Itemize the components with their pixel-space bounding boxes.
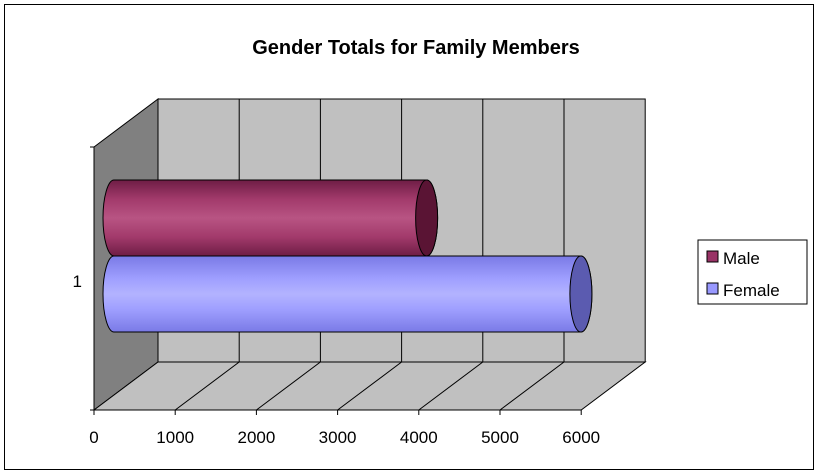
- x-tick-label: 3000: [319, 428, 357, 447]
- x-tick-label: 4000: [400, 428, 438, 447]
- category-label: 1: [73, 272, 82, 291]
- gridline-floor: [174, 361, 240, 411]
- x-axis-ticks: 0 1000 2000 3000 4000 5000 6000: [89, 410, 600, 447]
- legend: Male Female: [697, 239, 808, 305]
- chart-bars: [102, 179, 593, 333]
- legend-label-female: Female: [723, 281, 780, 300]
- gridline-floor: [418, 361, 484, 411]
- bar-end-cap: [569, 255, 593, 333]
- gridline-floor: [499, 361, 565, 411]
- x-tick-label: 5000: [481, 428, 519, 447]
- bar-male: [102, 179, 439, 257]
- x-tick-label: 2000: [237, 428, 275, 447]
- gridline-floor: [337, 361, 402, 411]
- bar-body: [102, 255, 593, 333]
- x-tick-label: 0: [89, 428, 98, 447]
- bar-end-cap: [415, 179, 439, 257]
- legend-label-male: Male: [723, 249, 760, 268]
- bar-female: [102, 255, 593, 333]
- x-tick-label: 1000: [156, 428, 194, 447]
- bar-body: [102, 179, 439, 257]
- legend-swatch-male: [706, 250, 719, 263]
- gridline-floor: [256, 361, 321, 411]
- y-axis-ticks: 1: [73, 272, 82, 291]
- chart-title: Gender Totals for Family Members: [252, 37, 580, 59]
- x-tick-label: 6000: [562, 428, 600, 447]
- legend-swatch-female: [706, 282, 719, 295]
